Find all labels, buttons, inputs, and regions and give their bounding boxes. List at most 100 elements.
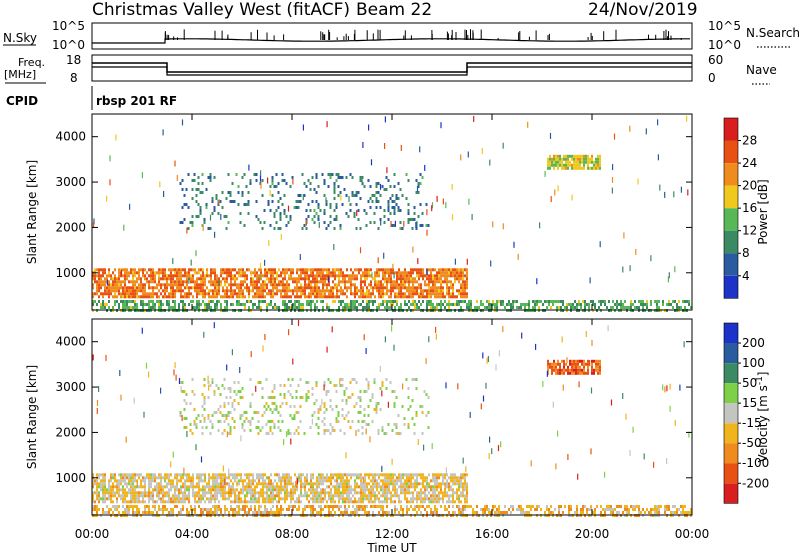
data-cell [203,417,206,420]
data-cell [229,194,232,197]
data-cell [372,303,374,306]
data-cell [454,473,456,477]
data-cell [360,500,362,504]
data-cell [460,485,462,489]
data-cell [197,414,200,417]
data-cell [563,362,565,366]
data-cell [146,295,148,299]
data-cell [166,508,168,511]
data-cell [266,274,268,278]
data-cell [466,491,468,495]
data-cell [286,286,288,290]
data-cell [242,491,244,495]
data-cell [347,411,350,414]
data-cell [242,295,244,299]
data-cell [390,289,392,293]
data-cell [398,268,400,272]
data-cell [312,277,314,281]
data-cell [184,482,186,486]
data-cell [406,473,408,477]
data-cell [371,396,374,399]
data-cell [398,306,400,309]
data-cell [92,494,94,498]
data-cell [595,359,597,363]
data-cell [305,393,308,396]
data-cell [218,279,220,286]
data-cell [124,289,126,293]
data-cell [346,482,348,486]
data-cell [563,157,565,161]
data-cell [268,482,270,486]
data-cell [96,280,98,284]
data-cell [438,271,440,275]
data-cell [296,476,298,480]
data-cell [118,494,120,498]
data-cell [180,497,182,501]
data-cell [394,292,396,296]
data-cell [360,283,362,287]
data-cell [341,203,344,206]
data-cell [198,283,200,287]
data-cell [272,497,274,501]
data-cell [551,157,553,161]
data-cell [208,511,210,514]
data-cell [164,274,166,278]
data-cell [364,485,366,489]
data-cell [110,476,112,480]
data-cell [300,271,302,275]
data-cell [260,283,262,287]
data-cell [551,371,553,375]
data-cell [380,289,382,293]
data-cell [359,179,362,182]
data-cell [236,277,238,281]
data-cell [295,396,298,399]
data-cell [261,194,264,197]
data-cell [458,280,460,284]
data-cell [374,500,376,504]
data-cell [462,473,464,477]
data-cell [132,268,134,272]
data-cell [218,286,220,290]
data-cell [418,482,420,486]
data-cell [226,295,228,299]
data-cell [100,497,102,501]
data-cell [244,479,246,483]
data-cell [390,271,392,275]
data-cell [96,289,98,293]
data-cell [128,476,130,480]
data-cell [178,283,180,287]
data-cell [284,479,286,483]
data-cell [350,292,352,296]
data-cell [496,306,498,309]
data-cell [377,191,380,194]
data-cell [512,306,514,309]
data-cell [279,393,282,396]
data-cell [440,497,442,501]
data-cell [281,420,284,423]
data-cell [362,500,364,504]
data-cell [289,384,292,387]
data-cell [204,292,206,296]
data-cell [520,306,522,309]
data-cell [276,271,278,275]
data-cell [329,381,332,384]
data-cell [186,271,188,275]
data-cell [140,295,142,299]
data-cell [440,277,442,281]
data-cell [279,227,282,230]
data-cell [364,488,366,492]
data-cell [238,508,240,511]
data-cell [182,494,184,498]
data-cell [593,368,595,372]
data-cell [410,500,412,504]
data-cell [319,408,322,411]
data-cell [400,289,402,293]
data-cell [130,491,132,495]
data-cell [454,303,456,306]
data-cell [168,491,170,495]
data-cell [340,194,342,201]
data-cell [150,268,152,272]
data-cell [325,197,327,204]
data-cell [326,283,328,287]
data-cell [328,268,330,272]
